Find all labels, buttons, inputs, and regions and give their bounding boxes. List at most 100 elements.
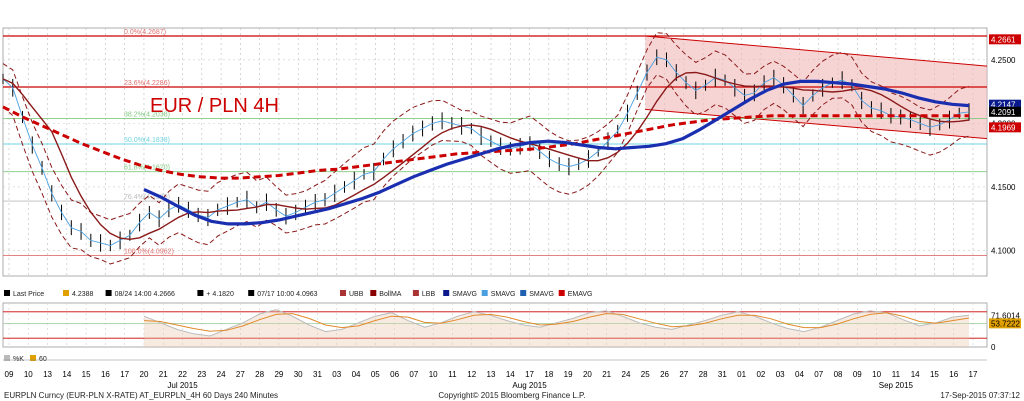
price-label-text: 4.1969 [991,123,1016,132]
time-tick-label: 17 [120,370,129,379]
legend-swatch [340,290,346,296]
fib-level-label: 0.0%(4.2687) [124,29,166,36]
time-tick-label: 23 [197,370,206,379]
price-label-text: 4.2147 [991,101,1016,110]
time-tick-label: 14 [506,370,515,379]
grid [2,27,988,348]
stoch-value-tag: 71.6014 [989,310,1021,321]
legend-label: EMAVG [568,291,593,298]
legend-swatch [197,290,204,296]
time-tick-label: 13 [487,370,496,379]
month-label: Aug 2015 [512,381,547,390]
time-tick-label: 18 [544,370,553,379]
time-tick-label: 31 [718,370,727,379]
time-tick-label: 10 [429,370,438,379]
fib-level-label: 23.6%(4.2286) [124,80,170,87]
price-label-text: 4.2661 [991,35,1016,44]
time-tick-label: 27 [236,370,245,379]
time-tick-label: 20 [140,370,149,379]
time-tick-label: 16 [101,370,110,379]
price-label-bg [989,106,1021,117]
footer-center: Copyright© 2015 Bloomberg Finance L.P. [438,391,585,400]
time-tick-label: 09 [853,370,862,379]
price-label-bg [989,99,1021,110]
time-tick-label: 01 [737,370,746,379]
time-tick-label: 10 [24,370,33,379]
legend-label: UBB [349,291,364,298]
stoch-value-tag: 0 [989,342,1021,352]
time-tick-label: 07 [409,370,418,379]
stoch-value-bg [989,310,1021,321]
time-tick-label: 04 [352,370,361,379]
price-label-tag: 4.2147 [989,99,1021,110]
bollinger-lower-band [2,74,970,265]
legend-swatch [248,290,255,296]
time-tick-label: 16 [949,370,958,379]
price-label-tag: 4.2661 [989,34,1021,45]
time-tick-label: 28 [255,370,264,379]
time-tick-label: 20 [583,370,592,379]
time-axis: 09 10 13 14 15 16 17 20 21 22 23 24 27 28 29 30 31 03 04 05… [3,359,987,390]
time-tick-label: 12 [467,370,476,379]
time-tick-label: 02 [756,370,765,379]
legend-label: + 4.1820 [206,291,234,298]
price-label-tag: 4.1969 [989,122,1021,133]
time-tick-label: 25 [641,370,650,379]
annotation-title: EUR / PLN 4H [150,95,279,117]
time-tick-label: 03 [332,370,341,379]
sub-plot-frame [2,302,988,348]
stoch-value-bg [989,342,1021,352]
stoch-k-line [143,309,970,337]
time-tick-label: 22 [178,370,187,379]
time-tick-label: 17 [525,370,534,379]
legend-label: SMAVG [491,291,516,298]
month-label: Sep 2015 [879,381,914,390]
fib-level-label: 100.0%(4.0962) [124,248,174,255]
time-tick-label: 07 [814,370,823,379]
month-label: Jul 2015 [167,381,198,390]
legend-label: LBB [422,291,436,298]
stoch-d-line [143,312,970,332]
footer: EURPLN Curncy (EUR-PLN X-RATE) AT_EURPLN… [4,391,1021,400]
bollinger-mid-line [2,71,970,241]
legend-swatch [520,290,527,296]
legend-swatch [370,290,377,296]
time-tick-label: 15 [930,370,939,379]
sub-legend-swatch [4,355,10,361]
legend-label: Last Price [13,291,44,298]
legend-label: 4.2388 [72,291,94,298]
time-tick-label: 28 [699,370,708,379]
time-tick-label: 17 [969,370,978,379]
time-tick-label: 15 [82,370,91,379]
time-tick-label: 30 [294,370,303,379]
time-tick-label: 26 [660,370,669,379]
time-tick-label: 04 [795,370,804,379]
time-tick-label: 08 [834,370,843,379]
time-tick-label: 31 [313,370,322,379]
time-tick-label: 29 [274,370,283,379]
sub-legend-label: 60 [39,356,47,363]
time-tick-label: 19 [564,370,573,379]
time-tick-label: 09 [5,370,14,379]
price-label-tag: 4.2091 [989,106,1021,117]
stoch-value-text: 53.7222 [991,319,1020,328]
time-tick-label: 03 [776,370,785,379]
stoch-value-bg [989,318,1021,329]
legend-swatch [443,290,450,296]
time-tick-label: 10 [872,370,881,379]
stoch-value-text: 71.6014 [991,311,1020,320]
time-tick-label: 24 [622,370,631,379]
time-tick-label: 11 [892,370,901,379]
legend-swatch [105,290,112,296]
fib-level-label: 50.0%(4.1838) [124,137,170,144]
legend-label: 08/24 14:00 4.2666 [115,291,175,298]
legend-label: SMAVG [452,291,477,298]
time-tick-label: 21 [602,370,611,379]
stoch-k-area [143,309,969,347]
time-tick-label: 21 [159,370,168,379]
sub-legend-swatch [30,355,36,361]
sub-legend-label: %K [13,356,24,363]
legend-swatch [63,290,69,296]
